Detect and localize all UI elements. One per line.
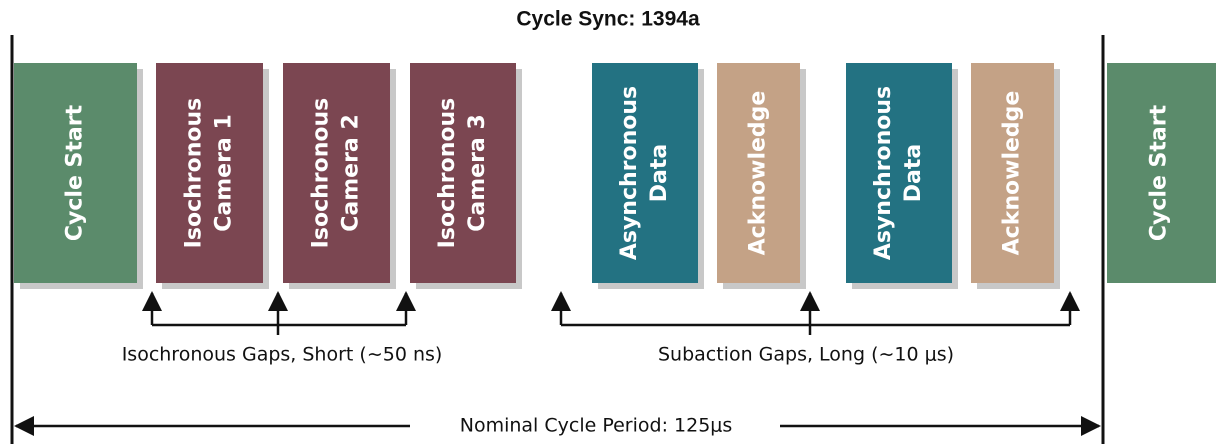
block-label: Camera 2 [339,114,364,232]
block [971,63,1054,283]
block [14,63,137,283]
block-label: Isochronous [309,98,334,249]
title: Cycle Sync: 1394a [516,8,700,31]
block-label: Data [901,144,926,202]
blocks: Cycle Start Isochronous Camera 1 Isochronou… [14,63,1216,289]
period-label: Nominal Cycle Period: 125μs [460,415,733,437]
block-label: Cycle Start [63,104,88,241]
block-label: Camera 1 [212,114,237,232]
block [846,63,952,283]
block-label: Isochronous [435,98,460,249]
block-label: Data [647,144,672,202]
block-label: Acknowledge [746,91,771,256]
block-label: Cycle Start [1147,104,1172,241]
block-label: Isochronous [182,98,207,249]
block-label: Camera 3 [465,114,490,232]
block [283,63,390,283]
block [1107,63,1216,283]
block [592,63,698,283]
block-label: Acknowledge [1000,91,1025,256]
gap-arrows [14,291,1101,436]
gap-label: Subaction Gaps, Long (∼10 μs) [658,344,954,366]
block-label: Asynchronous [617,86,642,260]
block [717,63,800,283]
block [156,63,263,283]
gap-label: Isochronous Gaps, Short (∼50 ns) [122,344,443,366]
block [410,63,516,283]
block-label: Asynchronous [871,86,896,260]
